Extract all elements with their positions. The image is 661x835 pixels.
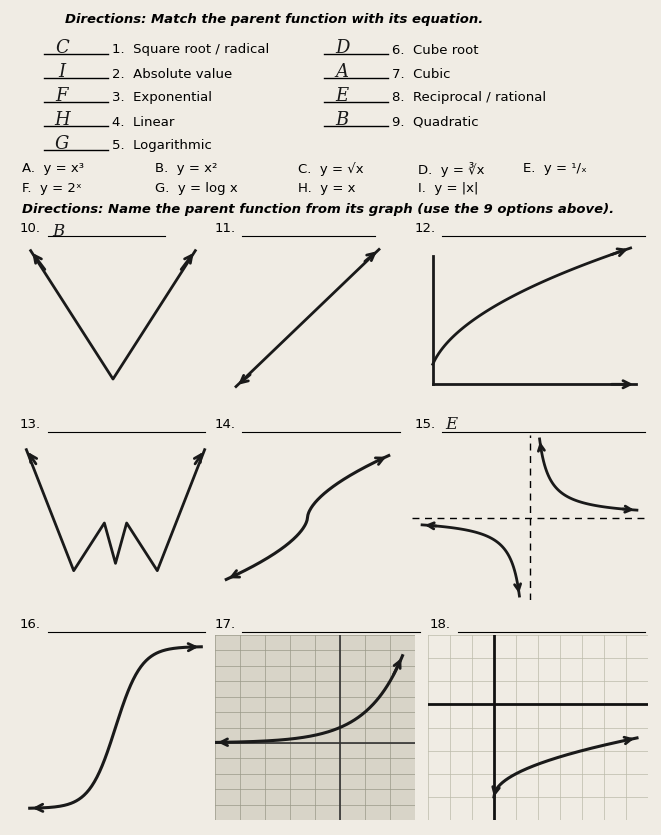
Text: 5.  Logarithmic: 5. Logarithmic <box>112 139 212 153</box>
Text: F.  y = 2ˣ: F. y = 2ˣ <box>22 182 82 195</box>
Text: 7.  Cubic: 7. Cubic <box>392 68 451 80</box>
Text: B: B <box>52 223 64 240</box>
Text: 16.: 16. <box>20 618 41 631</box>
Text: B: B <box>335 111 348 129</box>
Text: E: E <box>445 416 457 433</box>
Text: D.  y = ∛x: D. y = ∛x <box>418 162 485 177</box>
Text: Directions: Match the parent function with its equation.: Directions: Match the parent function wi… <box>65 13 483 26</box>
Text: 10.: 10. <box>20 222 41 235</box>
Text: 2.  Absolute value: 2. Absolute value <box>112 68 232 80</box>
Text: G: G <box>55 135 69 153</box>
Text: I: I <box>58 63 65 81</box>
Text: 3.  Exponential: 3. Exponential <box>112 92 212 104</box>
Text: C: C <box>55 39 69 57</box>
Text: 8.  Reciprocal / rational: 8. Reciprocal / rational <box>392 92 546 104</box>
Text: 6.  Cube root: 6. Cube root <box>392 43 479 57</box>
Text: 15.: 15. <box>415 418 436 431</box>
Text: 12.: 12. <box>415 222 436 235</box>
Text: Directions: Name the parent function from its graph (use the 9 options above).: Directions: Name the parent function fro… <box>22 203 614 216</box>
Text: E: E <box>335 87 348 105</box>
Text: 13.: 13. <box>20 418 41 431</box>
Text: F: F <box>56 87 68 105</box>
Text: E.  y = ¹/ₓ: E. y = ¹/ₓ <box>523 162 587 175</box>
Text: 14.: 14. <box>215 418 236 431</box>
Text: 11.: 11. <box>215 222 236 235</box>
Text: 4.  Linear: 4. Linear <box>112 115 175 129</box>
Text: B.  y = x²: B. y = x² <box>155 162 217 175</box>
Text: 9.  Quadratic: 9. Quadratic <box>392 115 479 129</box>
Text: H: H <box>54 111 70 129</box>
Text: I.  y = |x|: I. y = |x| <box>418 182 479 195</box>
Text: A.  y = x³: A. y = x³ <box>22 162 84 175</box>
Text: A: A <box>336 63 348 81</box>
Text: C.  y = √x: C. y = √x <box>298 162 364 175</box>
Text: G.  y = log x: G. y = log x <box>155 182 238 195</box>
Text: D: D <box>335 39 349 57</box>
Text: 17.: 17. <box>215 618 236 631</box>
Text: H.  y = x: H. y = x <box>298 182 356 195</box>
Text: 18.: 18. <box>430 618 451 631</box>
Text: 1.  Square root / radical: 1. Square root / radical <box>112 43 269 57</box>
